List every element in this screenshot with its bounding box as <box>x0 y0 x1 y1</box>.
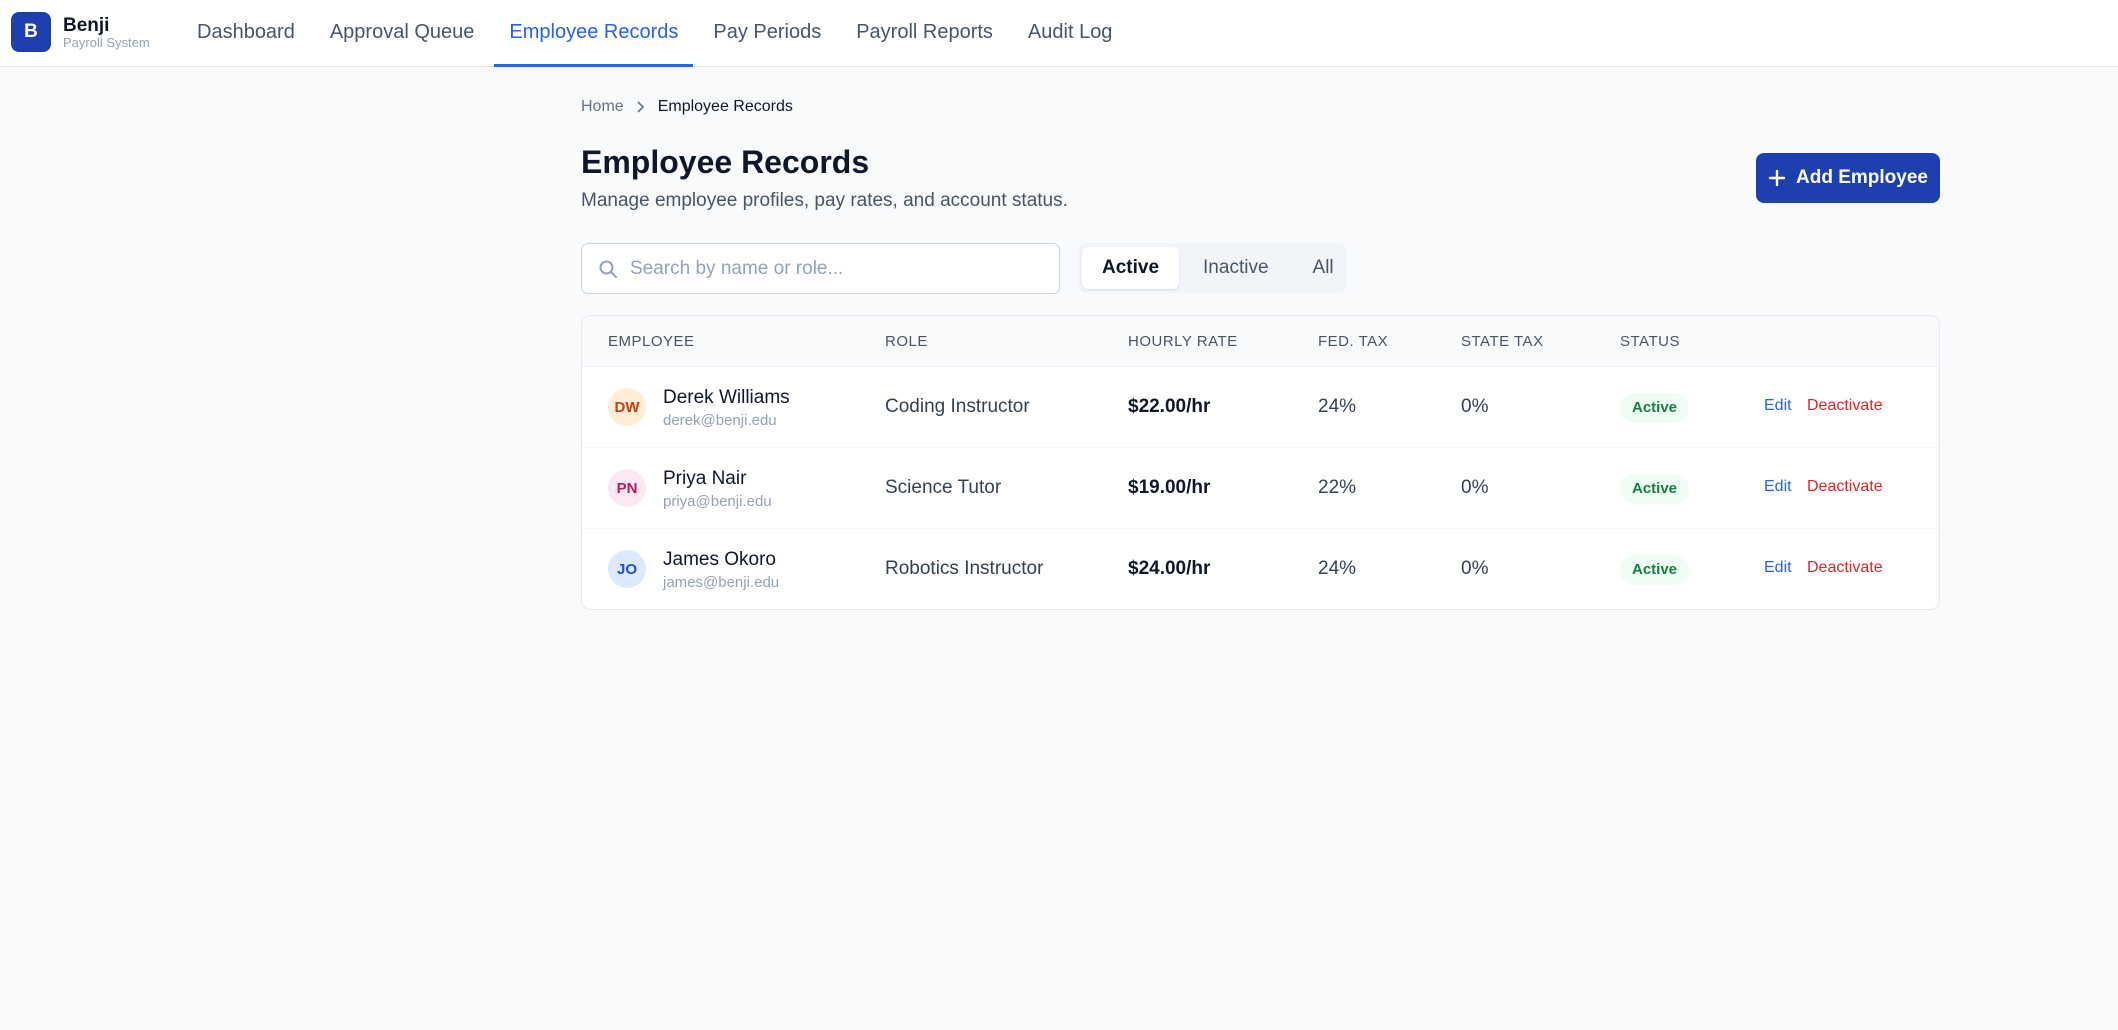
column-header: STATE TAX <box>1461 333 1544 350</box>
top-bar: B Benji Payroll System Dashboard Approval… <box>0 0 2118 67</box>
employee-name: James Okoro <box>663 549 776 570</box>
employee-name: Priya Nair <box>663 468 747 489</box>
deactivate-link[interactable]: Deactivate <box>1807 559 1883 576</box>
column-header: FED. TAX <box>1318 333 1389 350</box>
column-header: STATUS <box>1620 333 1680 350</box>
breadcrumb-item: Employee Records <box>657 98 793 115</box>
tab[interactable]: Active <box>1082 247 1180 289</box>
status-badge: Active <box>1620 393 1690 423</box>
logo[interactable]: B <box>11 12 51 52</box>
search-icon <box>599 260 617 278</box>
chevron <box>637 101 644 113</box>
table-row: PN Priya Nair priya@benji.edu Science Tutor… <box>582 448 1939 529</box>
rate-cell: $22.00/hr <box>1128 396 1211 417</box>
plus-icon <box>1768 169 1786 187</box>
role-cell: Robotics Instructor <box>885 558 1044 579</box>
add-button[interactable]: Add Employee <box>1756 153 1940 203</box>
rate-cell: $19.00/hr <box>1128 477 1211 498</box>
nav-item[interactable]: Pay Periods <box>713 21 822 43</box>
brand-subtitle: Payroll System <box>63 35 150 50</box>
employee-email: priya@benji.edu <box>663 493 772 510</box>
table-row: JO James Okoro james@benji.edu Robotics Ins… <box>582 529 1939 609</box>
employee-name: Derek Williams <box>663 387 790 408</box>
page-title: Employee Records <box>581 144 870 180</box>
employee-email: derek@benji.edu <box>663 412 777 429</box>
column-header: EMPLOYEE <box>608 333 695 350</box>
tab[interactable]: Inactive <box>1203 257 1269 278</box>
nav-item[interactable]: Employee Records <box>494 0 694 67</box>
avatar: PN <box>608 469 646 507</box>
role-cell: Coding Instructor <box>885 396 1030 417</box>
column-header: ROLE <box>885 333 928 350</box>
table-row: DW Derek Williams derek@benji.edu Coding In… <box>582 367 1939 448</box>
state-tax-cell: 0% <box>1461 558 1489 579</box>
fed-tax-cell: 24% <box>1318 396 1357 417</box>
edit-link[interactable]: Edit <box>1764 559 1792 576</box>
breadcrumb: Home Employee Records <box>581 98 793 116</box>
nav-item[interactable]: Dashboard <box>197 21 295 43</box>
role-cell: Science Tutor <box>885 477 1002 498</box>
column-header: HOURLY RATE <box>1128 333 1238 350</box>
search-input[interactable]: Search by name or role... <box>581 243 1060 294</box>
employee-table: EMPLOYEE ROLE HOURLY RATE FED. TAX STATE TAX… <box>581 315 1940 610</box>
nav: Dashboard Approval Queue Employee Records P… <box>182 0 1132 67</box>
avatar: JO <box>608 550 646 588</box>
deactivate-link[interactable]: Deactivate <box>1807 478 1883 495</box>
status-badge: Active <box>1620 474 1690 504</box>
status-badge: Active <box>1620 555 1690 585</box>
edit-link[interactable]: Edit <box>1764 397 1792 414</box>
employee-email: james@benji.edu <box>663 574 780 591</box>
fed-tax-cell: 24% <box>1318 558 1357 579</box>
fed-tax-cell: 22% <box>1318 477 1357 498</box>
add-button-label: Add Employee <box>1796 167 1928 188</box>
tab[interactable]: All <box>1312 257 1334 278</box>
search-placeholder: Search by name or role... <box>630 257 844 279</box>
avatar: DW <box>608 388 646 426</box>
state-tax-cell: 0% <box>1461 477 1489 498</box>
deactivate-link[interactable]: Deactivate <box>1807 397 1883 414</box>
nav-item[interactable]: Audit Log <box>1027 21 1113 43</box>
nav-item[interactable]: Approval Queue <box>329 21 475 43</box>
rate-cell: $24.00/hr <box>1128 558 1211 579</box>
status-tabs: Active Inactive All <box>1078 243 1347 293</box>
edit-link[interactable]: Edit <box>1764 478 1792 495</box>
nav-item[interactable]: Payroll Reports <box>856 21 993 43</box>
state-tax-cell: 0% <box>1461 396 1489 417</box>
breadcrumb-item[interactable]: Home <box>581 98 624 115</box>
brand: Benji <box>63 15 110 36</box>
page-subtitle: Manage employee profiles, pay rates, and… <box>581 190 1068 211</box>
table-header: EMPLOYEE ROLE HOURLY RATE FED. TAX STATE TAX… <box>582 316 1939 367</box>
